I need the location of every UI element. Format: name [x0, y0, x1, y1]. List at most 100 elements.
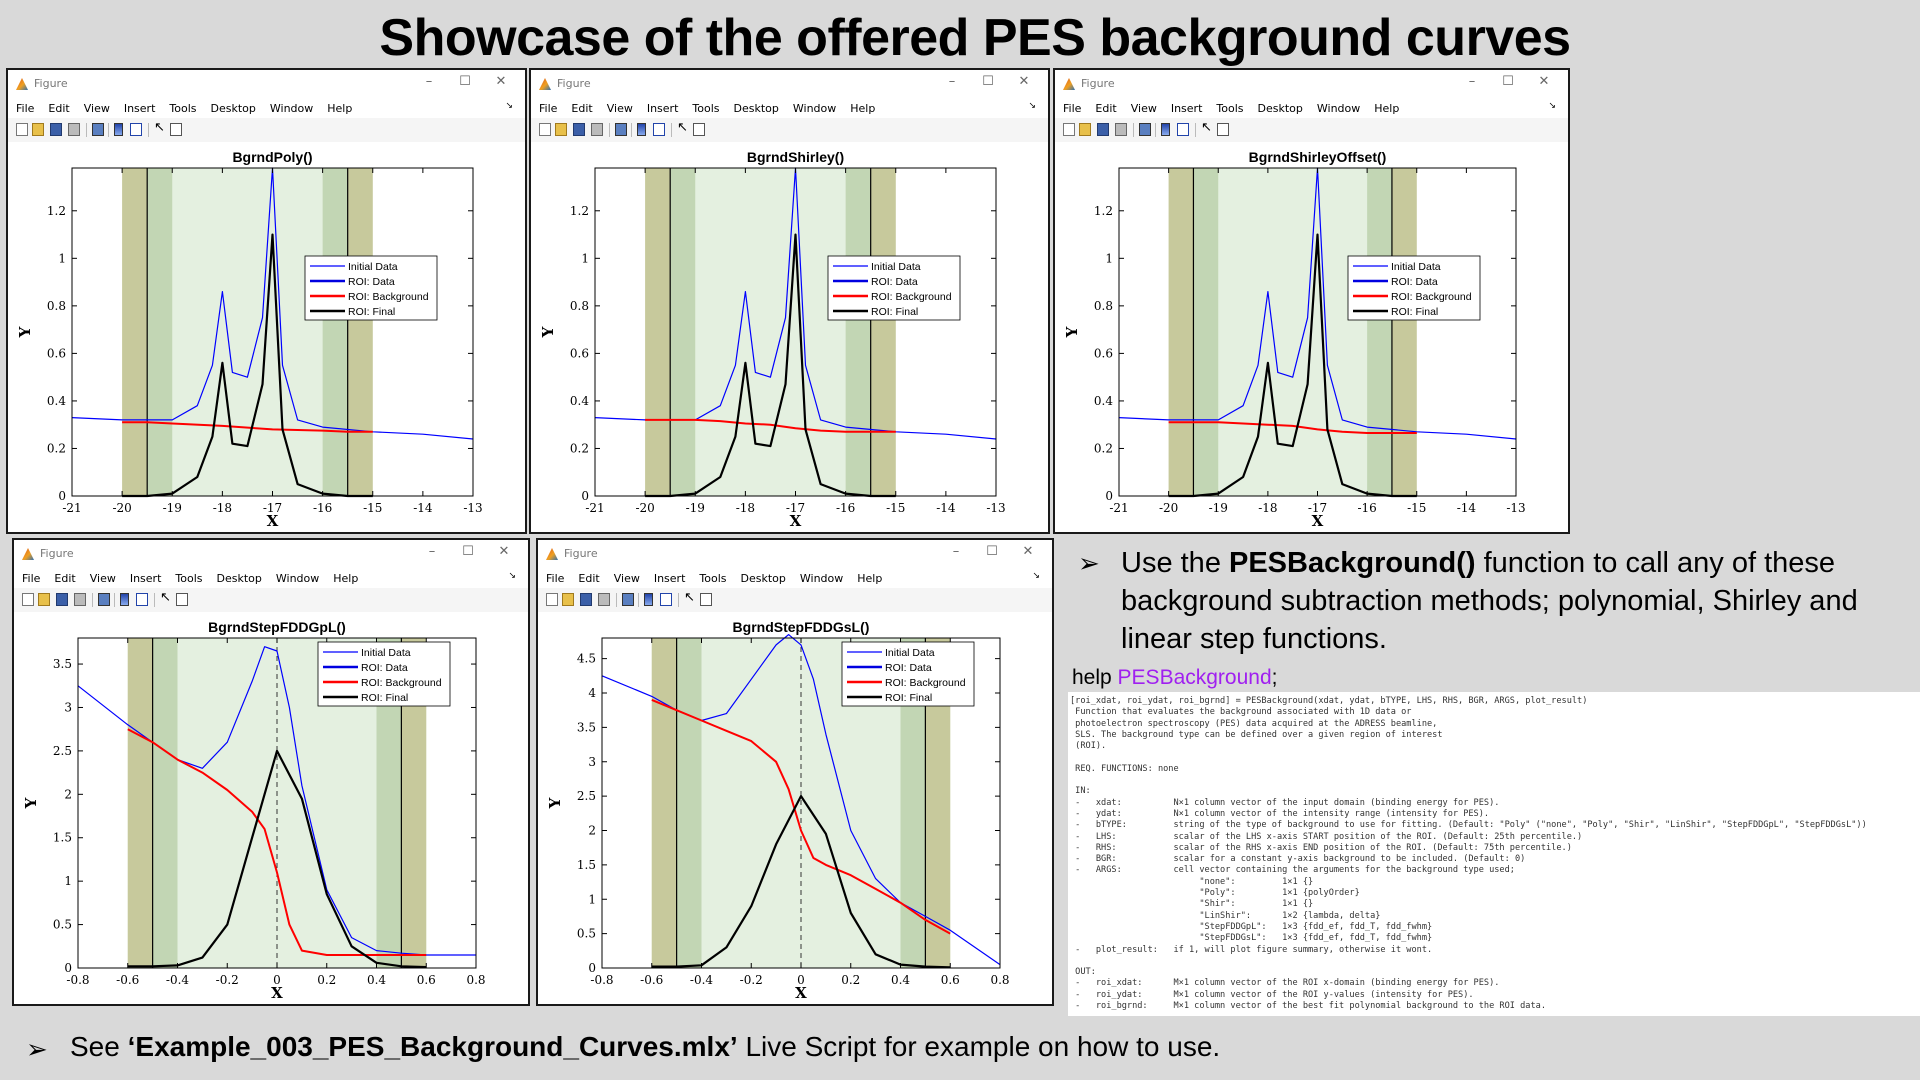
menu-window[interactable]: Window — [269, 101, 314, 115]
pointer-icon[interactable]: ↖ — [684, 590, 695, 605]
legend[interactable] — [1347, 255, 1481, 321]
minimize-icon[interactable]: – — [428, 544, 436, 559]
link-plot-icon[interactable] — [622, 593, 634, 606]
close-icon[interactable]: ✕ — [1538, 74, 1550, 89]
open-file-icon[interactable] — [32, 123, 44, 136]
dock-icon[interactable]: ↘ — [1028, 101, 1036, 111]
legend-icon[interactable] — [130, 123, 142, 136]
close-icon[interactable]: ✕ — [495, 74, 507, 89]
figure-window-bgrndstepfddgsl[interactable]: Figure – ☐ ✕ File Edit View Insert Tools Desktop W… — [536, 538, 1054, 1006]
menu-tools[interactable]: Tools — [699, 571, 727, 585]
property-editor-icon[interactable] — [700, 593, 712, 606]
print-icon[interactable] — [591, 123, 603, 136]
menu-view[interactable]: View — [83, 101, 110, 115]
minimize-icon[interactable]: – — [952, 544, 960, 559]
pointer-icon[interactable]: ↖ — [160, 590, 171, 605]
link-plot-icon[interactable] — [92, 123, 104, 136]
figure-window-bgrndshirley[interactable]: Figure – ☐ ✕ File Edit View Insert Tools Desktop W… — [529, 68, 1050, 534]
minimize-icon[interactable]: – — [948, 74, 956, 89]
legend-icon[interactable] — [653, 123, 665, 136]
menu-desktop[interactable]: Desktop — [733, 101, 779, 115]
print-icon[interactable] — [598, 593, 610, 606]
legend-icon[interactable] — [660, 593, 672, 606]
legend[interactable] — [304, 255, 438, 321]
menu-insert[interactable]: Insert — [653, 571, 686, 585]
open-file-icon[interactable] — [562, 593, 574, 606]
menu-insert[interactable]: Insert — [1170, 101, 1203, 115]
link-plot-icon[interactable] — [615, 123, 627, 136]
menu-window[interactable]: Window — [1316, 101, 1361, 115]
menu-help[interactable]: Help — [1374, 101, 1400, 115]
figure-titlebar[interactable]: Figure – ☐ ✕ — [1055, 70, 1568, 98]
print-icon[interactable] — [68, 123, 80, 136]
maximize-icon[interactable]: ☐ — [1502, 74, 1514, 89]
legend-icon[interactable] — [136, 593, 148, 606]
figure-titlebar[interactable]: Figure – ☐ ✕ — [531, 70, 1048, 98]
close-icon[interactable]: ✕ — [1018, 74, 1030, 89]
close-icon[interactable]: ✕ — [498, 544, 510, 559]
legend[interactable] — [841, 641, 975, 707]
link-plot-icon[interactable] — [98, 593, 110, 606]
dock-icon[interactable]: ↘ — [508, 571, 516, 581]
new-figure-icon[interactable] — [22, 593, 34, 606]
property-editor-icon[interactable] — [170, 123, 182, 136]
print-icon[interactable] — [1115, 123, 1127, 136]
colorbar-icon[interactable] — [1161, 123, 1170, 136]
menu-tools[interactable]: Tools — [692, 101, 720, 115]
save-icon[interactable] — [573, 123, 585, 136]
menu-insert[interactable]: Insert — [646, 101, 679, 115]
figure-window-bgrndpoly[interactable]: Figure – ☐ ✕ File Edit View Insert Tools Desktop W… — [6, 68, 527, 534]
legend[interactable] — [317, 641, 451, 707]
property-editor-icon[interactable] — [693, 123, 705, 136]
legend[interactable] — [827, 255, 961, 321]
menu-view[interactable]: View — [606, 101, 633, 115]
menu-window[interactable]: Window — [792, 101, 837, 115]
maximize-icon[interactable]: ☐ — [459, 74, 471, 89]
figure-window-bgrndstepfddgpl[interactable]: Figure – ☐ ✕ File Edit View Insert Tools Desktop W… — [12, 538, 530, 1006]
colorbar-icon[interactable] — [114, 123, 123, 136]
maximize-icon[interactable]: ☐ — [986, 544, 998, 559]
menu-insert[interactable]: Insert — [129, 571, 162, 585]
menu-edit[interactable]: Edit — [1095, 101, 1117, 115]
colorbar-icon[interactable] — [644, 593, 653, 606]
menu-edit[interactable]: Edit — [571, 101, 593, 115]
menu-file[interactable]: File — [22, 571, 41, 585]
figure-titlebar[interactable]: Figure – ☐ ✕ — [14, 540, 528, 568]
save-icon[interactable] — [50, 123, 62, 136]
menu-view[interactable]: View — [1130, 101, 1157, 115]
open-file-icon[interactable] — [1079, 123, 1091, 136]
menu-file[interactable]: File — [539, 101, 558, 115]
new-figure-icon[interactable] — [546, 593, 558, 606]
menu-desktop[interactable]: Desktop — [216, 571, 262, 585]
pointer-icon[interactable]: ↖ — [1201, 120, 1212, 135]
maximize-icon[interactable]: ☐ — [982, 74, 994, 89]
menu-help[interactable]: Help — [333, 571, 359, 585]
figure-titlebar[interactable]: Figure – ☐ ✕ — [538, 540, 1052, 568]
save-icon[interactable] — [1097, 123, 1109, 136]
new-figure-icon[interactable] — [1063, 123, 1075, 136]
menu-file[interactable]: File — [546, 571, 565, 585]
menu-file[interactable]: File — [16, 101, 35, 115]
menu-tools[interactable]: Tools — [169, 101, 197, 115]
menu-file[interactable]: File — [1063, 101, 1082, 115]
menu-insert[interactable]: Insert — [123, 101, 156, 115]
menu-edit[interactable]: Edit — [48, 101, 70, 115]
dock-icon[interactable]: ↘ — [505, 101, 513, 111]
maximize-icon[interactable]: ☐ — [462, 544, 474, 559]
dock-icon[interactable]: ↘ — [1032, 571, 1040, 581]
open-file-icon[interactable] — [38, 593, 50, 606]
colorbar-icon[interactable] — [120, 593, 129, 606]
figure-window-bgrndshirleyoffset[interactable]: Figure – ☐ ✕ File Edit View Insert Tools Desktop W… — [1053, 68, 1570, 534]
dock-icon[interactable]: ↘ — [1548, 101, 1556, 111]
menu-help[interactable]: Help — [857, 571, 883, 585]
open-file-icon[interactable] — [555, 123, 567, 136]
link-plot-icon[interactable] — [1139, 123, 1151, 136]
new-figure-icon[interactable] — [16, 123, 28, 136]
menu-desktop[interactable]: Desktop — [210, 101, 256, 115]
menu-tools[interactable]: Tools — [175, 571, 203, 585]
save-icon[interactable] — [580, 593, 592, 606]
minimize-icon[interactable]: – — [425, 74, 433, 89]
menu-help[interactable]: Help — [850, 101, 876, 115]
menu-view[interactable]: View — [613, 571, 640, 585]
menu-edit[interactable]: Edit — [578, 571, 600, 585]
